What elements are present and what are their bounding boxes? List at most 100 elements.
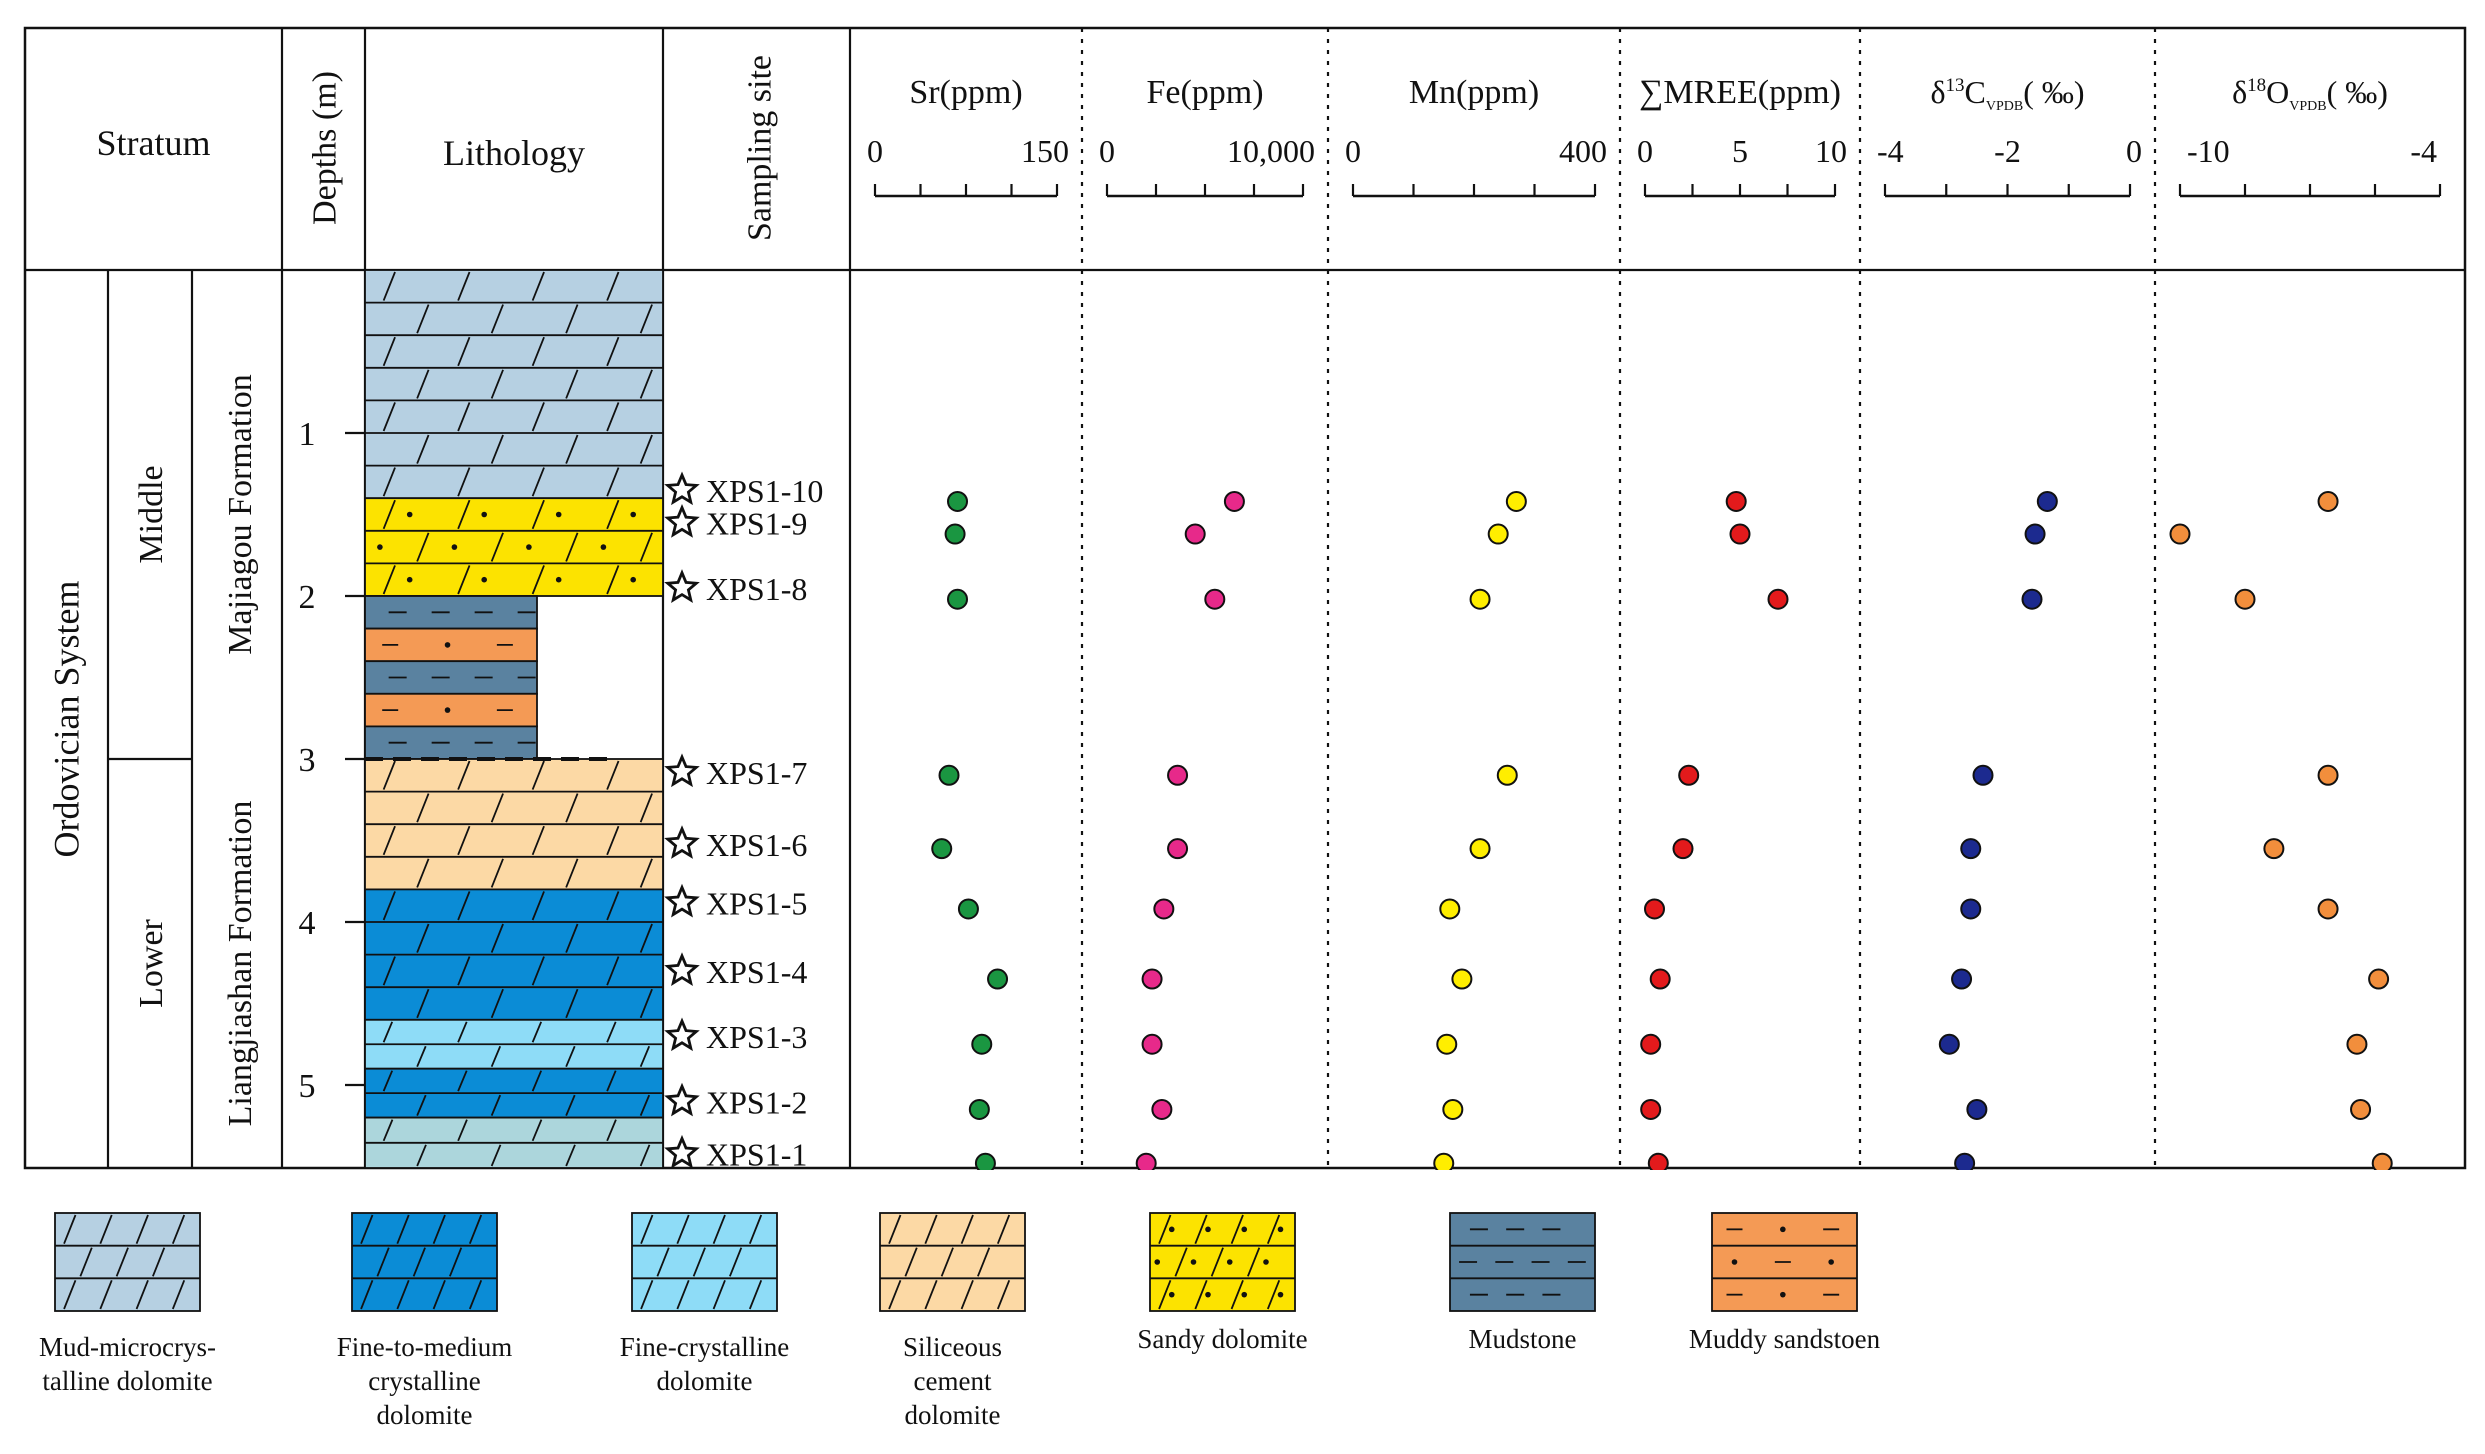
data-point bbox=[1436, 1033, 1458, 1055]
dolomite-tick bbox=[416, 923, 430, 953]
dolomite-tick bbox=[457, 891, 471, 921]
legend-swatch-mud-micro bbox=[54, 1212, 201, 1312]
sand-grain bbox=[1263, 1259, 1269, 1265]
sand-grain bbox=[1780, 1226, 1786, 1233]
sample-label: XPS1-10 bbox=[706, 473, 823, 509]
dolomite-tick bbox=[565, 304, 579, 334]
dolomite-tick bbox=[639, 793, 653, 823]
data-point bbox=[1960, 838, 1982, 860]
outer-border bbox=[23, 26, 2467, 1170]
dolomite-tick bbox=[748, 1279, 763, 1310]
dolomite-tick bbox=[639, 532, 653, 562]
data-point bbox=[2368, 968, 2390, 990]
dolomite-tick bbox=[396, 1279, 410, 1310]
data-point bbox=[1153, 898, 1175, 920]
dolomite-tick bbox=[1158, 1214, 1172, 1245]
dolomite-tick bbox=[960, 1279, 974, 1310]
tick-label: -4 bbox=[2410, 133, 2437, 169]
dolomite-tick bbox=[457, 499, 471, 530]
dolomite-tick bbox=[360, 1279, 374, 1310]
star-icon bbox=[664, 753, 700, 788]
dolomite-tick bbox=[416, 532, 430, 562]
title-sub: VPDB bbox=[2289, 99, 2326, 114]
sand-grain bbox=[1731, 1259, 1738, 1265]
lithology-column bbox=[364, 269, 664, 1169]
dolomite-tick bbox=[416, 1144, 427, 1167]
dolomite-tick bbox=[531, 467, 545, 497]
legend-label-line: Sandy dolomite bbox=[1137, 1324, 1308, 1354]
data-point bbox=[2263, 838, 2285, 860]
dolomite-tick bbox=[606, 1021, 617, 1043]
legend-label: Muddy sandstoen bbox=[1652, 1322, 1917, 1356]
dolomite-tick bbox=[960, 1214, 974, 1245]
legend-label: Fine-to-medium crystalline dolomite bbox=[292, 1330, 557, 1432]
dolomite-tick bbox=[565, 1094, 576, 1116]
dolomite-tick bbox=[639, 858, 653, 888]
dolomite-tick bbox=[490, 434, 504, 464]
dolomite-tick bbox=[640, 1279, 654, 1310]
data-point bbox=[1966, 1098, 1988, 1120]
star-icon bbox=[664, 825, 700, 859]
legend-label: Mudstone bbox=[1390, 1322, 1655, 1356]
dolomite-tick bbox=[531, 336, 545, 367]
dolomite-tick bbox=[712, 1279, 726, 1310]
dolomite-tick bbox=[565, 434, 579, 464]
tick-label: 150 bbox=[1021, 133, 1069, 169]
dolomite-tick bbox=[79, 1247, 93, 1277]
dolomite-tick bbox=[606, 565, 620, 595]
data-point bbox=[1469, 588, 1491, 610]
dolomite-tick bbox=[416, 304, 430, 334]
data-point bbox=[1151, 1098, 1173, 1120]
dolomite-tick bbox=[457, 825, 471, 856]
dolomite-tick bbox=[416, 793, 430, 823]
dolomite-tick bbox=[1194, 1214, 1208, 1245]
dolomite-tick bbox=[639, 1094, 651, 1116]
data-point bbox=[1729, 523, 1751, 545]
data-point bbox=[1678, 764, 1700, 786]
dolomite-tick bbox=[640, 1214, 654, 1245]
dolomite-tick bbox=[490, 369, 504, 399]
panel-5: δ13CVPDB( ‰) -4 -2 0 bbox=[1877, 74, 2142, 1170]
data-point bbox=[1725, 490, 1747, 512]
dolomite-tick bbox=[924, 1214, 938, 1245]
sand-grain bbox=[377, 544, 383, 550]
dolomite-tick bbox=[171, 1214, 186, 1245]
data-point bbox=[1451, 968, 1473, 990]
data-point bbox=[957, 898, 979, 920]
dolomite-tick bbox=[606, 271, 620, 301]
data-point bbox=[1184, 523, 1206, 545]
data-point bbox=[2021, 588, 2043, 610]
dolomite-tick bbox=[639, 1144, 651, 1167]
lithology-block-fine-cryst bbox=[631, 1212, 778, 1312]
dolomite-tick bbox=[457, 1070, 468, 1092]
depth-column: 1 2 3 4 5 bbox=[299, 416, 365, 1105]
dolomite-tick bbox=[531, 891, 545, 921]
sample-label: XPS1-7 bbox=[706, 755, 807, 791]
dolomite-tick bbox=[977, 1247, 991, 1277]
data-point bbox=[1951, 968, 1973, 990]
dolomite-tick bbox=[639, 1045, 651, 1068]
dolomite-tick bbox=[996, 1279, 1011, 1310]
star-icon bbox=[664, 1134, 700, 1169]
dolomite-tick bbox=[924, 1279, 938, 1310]
dolomite-tick bbox=[382, 467, 396, 497]
tick-label: 0 bbox=[1345, 133, 1361, 169]
dolomite-tick bbox=[565, 532, 579, 562]
dolomite-tick bbox=[531, 825, 545, 856]
dolomite-tick bbox=[382, 336, 396, 367]
sand-grain bbox=[1168, 1291, 1175, 1298]
dolomite-tick bbox=[457, 1021, 468, 1043]
panel-6: δ18OVPDB( ‰)-10 -4 bbox=[2169, 74, 2442, 1170]
dolomite-tick bbox=[1230, 1214, 1244, 1245]
sand-grain bbox=[406, 576, 413, 583]
legend-label-line: cement bbox=[913, 1366, 992, 1396]
dolomite-tick bbox=[606, 1119, 617, 1142]
dolomite-tick bbox=[135, 1214, 149, 1245]
dolomite-tick bbox=[639, 369, 653, 399]
data-point bbox=[2317, 898, 2339, 920]
tick-label: -4 bbox=[1877, 133, 1904, 169]
dolomite-tick bbox=[1247, 1247, 1261, 1277]
sand-grain bbox=[526, 544, 532, 550]
dolomite-tick bbox=[382, 1021, 394, 1043]
